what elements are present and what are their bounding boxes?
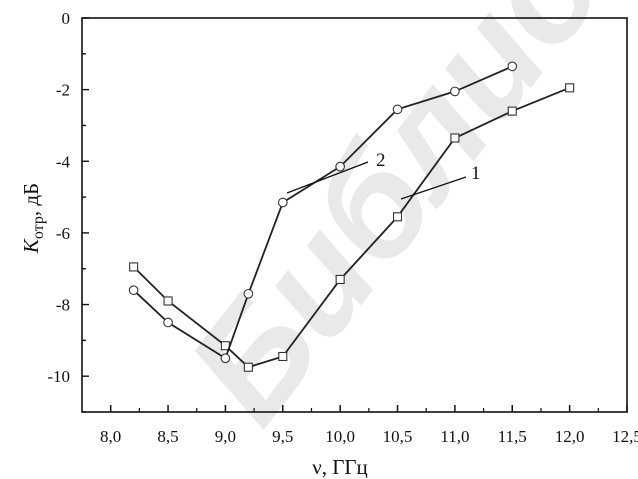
series-1-point (450, 133, 460, 143)
x-tick-label: 8,5 (157, 427, 178, 446)
series-layer (128, 61, 575, 372)
series-1-point (163, 296, 173, 306)
y-tick-label: -6 (56, 224, 70, 243)
series-1-point (129, 262, 139, 272)
series-1-point (565, 83, 575, 93)
series-2-point (277, 197, 288, 208)
series-2 (128, 61, 518, 364)
x-tick-label: 9,5 (272, 427, 293, 446)
series-2-point (450, 86, 460, 97)
y-tick-label: 0 (62, 9, 71, 28)
series-2-point (243, 288, 254, 299)
x-tick-label: 11,5 (498, 427, 527, 446)
series-1-line (132, 86, 570, 369)
y-axis-title-sub: отр (30, 216, 47, 239)
x-tick-label: 10,0 (325, 427, 355, 446)
x-tick-label: 10,5 (383, 427, 413, 446)
series-1 (129, 83, 575, 372)
x-tick-label: 12,5 (612, 427, 638, 446)
y-tick-label: -4 (56, 152, 71, 171)
watermark-text: Библиотека БГ (155, 0, 638, 452)
curve-labels: 1 2 (286, 150, 481, 200)
x-tick-label: 8,0 (100, 427, 121, 446)
series-2-point (335, 161, 346, 172)
series-1-point (243, 362, 253, 372)
y-tick-label: -2 (56, 81, 70, 100)
series-1-point (392, 212, 403, 222)
series-2-point (392, 104, 403, 115)
x-axis-ticks: 8,0 8,5 9,0 9,5 10,0 10,5 11,0 11,5 12,0 12,5 (100, 405, 638, 446)
series-2-point (163, 317, 173, 328)
x-tick-label: 11,0 (440, 427, 469, 446)
series-1-point (335, 274, 345, 285)
series-2-point (507, 61, 518, 72)
y-tick-label: -8 (56, 296, 70, 315)
x-tick-label: 9,0 (215, 427, 236, 446)
curve-2-label: 2 (376, 150, 386, 171)
y-tick-label: -10 (47, 367, 70, 386)
curve-2-leader (286, 161, 369, 194)
x-axis-title: ν, ГГц (312, 455, 368, 479)
x-tick-label: 12,0 (555, 427, 585, 446)
plot-frame (81, 17, 628, 413)
y-axis-title: Kотр, дБ (19, 183, 47, 254)
series-2-point (128, 285, 139, 296)
series-1-point (278, 351, 288, 362)
series-2-point (220, 353, 231, 364)
curve-1-label: 1 (471, 163, 481, 184)
y-axis-title-unit: , дБ (19, 183, 43, 216)
y-axis-title-main: K (19, 238, 43, 254)
curve-1-leader (400, 176, 467, 200)
plot-border (81, 17, 628, 413)
y-axis-ticks: 0 -2 -4 -6 -8 -10 (47, 9, 89, 413)
series-1-point (507, 106, 517, 116)
